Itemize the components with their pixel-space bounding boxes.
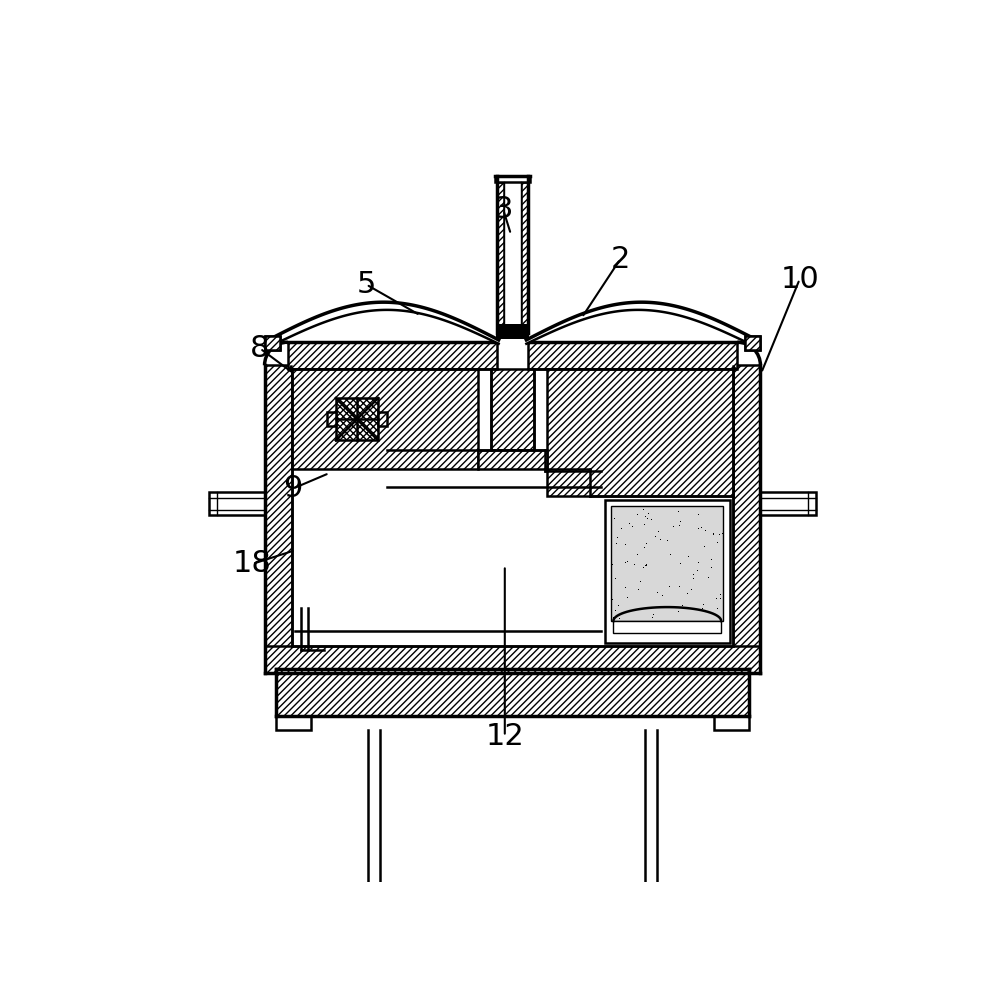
Bar <box>265 646 760 673</box>
Text: 18: 18 <box>233 549 272 579</box>
Text: 8: 8 <box>250 334 270 363</box>
Polygon shape <box>526 302 757 344</box>
Polygon shape <box>368 884 380 898</box>
Bar <box>265 366 292 673</box>
Bar <box>209 493 265 515</box>
Bar <box>547 370 733 496</box>
Bar <box>611 506 723 621</box>
Bar <box>378 412 387 426</box>
Bar <box>288 342 497 370</box>
Bar <box>745 336 760 350</box>
Text: 5: 5 <box>357 270 376 299</box>
Bar <box>521 182 528 333</box>
Bar <box>336 398 378 440</box>
Bar <box>745 336 760 350</box>
Bar <box>714 716 749 729</box>
Bar <box>265 336 280 350</box>
Bar <box>613 621 721 632</box>
Bar <box>276 716 311 729</box>
Text: 2: 2 <box>611 245 630 274</box>
Text: 10: 10 <box>780 265 819 293</box>
Bar <box>478 450 547 470</box>
Bar <box>760 493 816 515</box>
Bar <box>504 324 521 339</box>
Bar <box>528 342 737 370</box>
Bar <box>495 175 530 182</box>
Bar <box>733 366 760 673</box>
Bar <box>292 370 478 470</box>
Bar <box>497 182 504 333</box>
Text: 9: 9 <box>283 474 303 503</box>
Text: 3: 3 <box>494 195 513 224</box>
Bar <box>496 324 529 339</box>
Bar <box>491 370 534 450</box>
Bar <box>327 412 336 426</box>
Bar <box>276 670 749 716</box>
Polygon shape <box>268 302 499 344</box>
Text: 12: 12 <box>485 722 524 751</box>
Bar <box>265 336 280 350</box>
Bar <box>504 182 521 333</box>
Polygon shape <box>645 884 657 898</box>
Bar <box>605 500 730 642</box>
